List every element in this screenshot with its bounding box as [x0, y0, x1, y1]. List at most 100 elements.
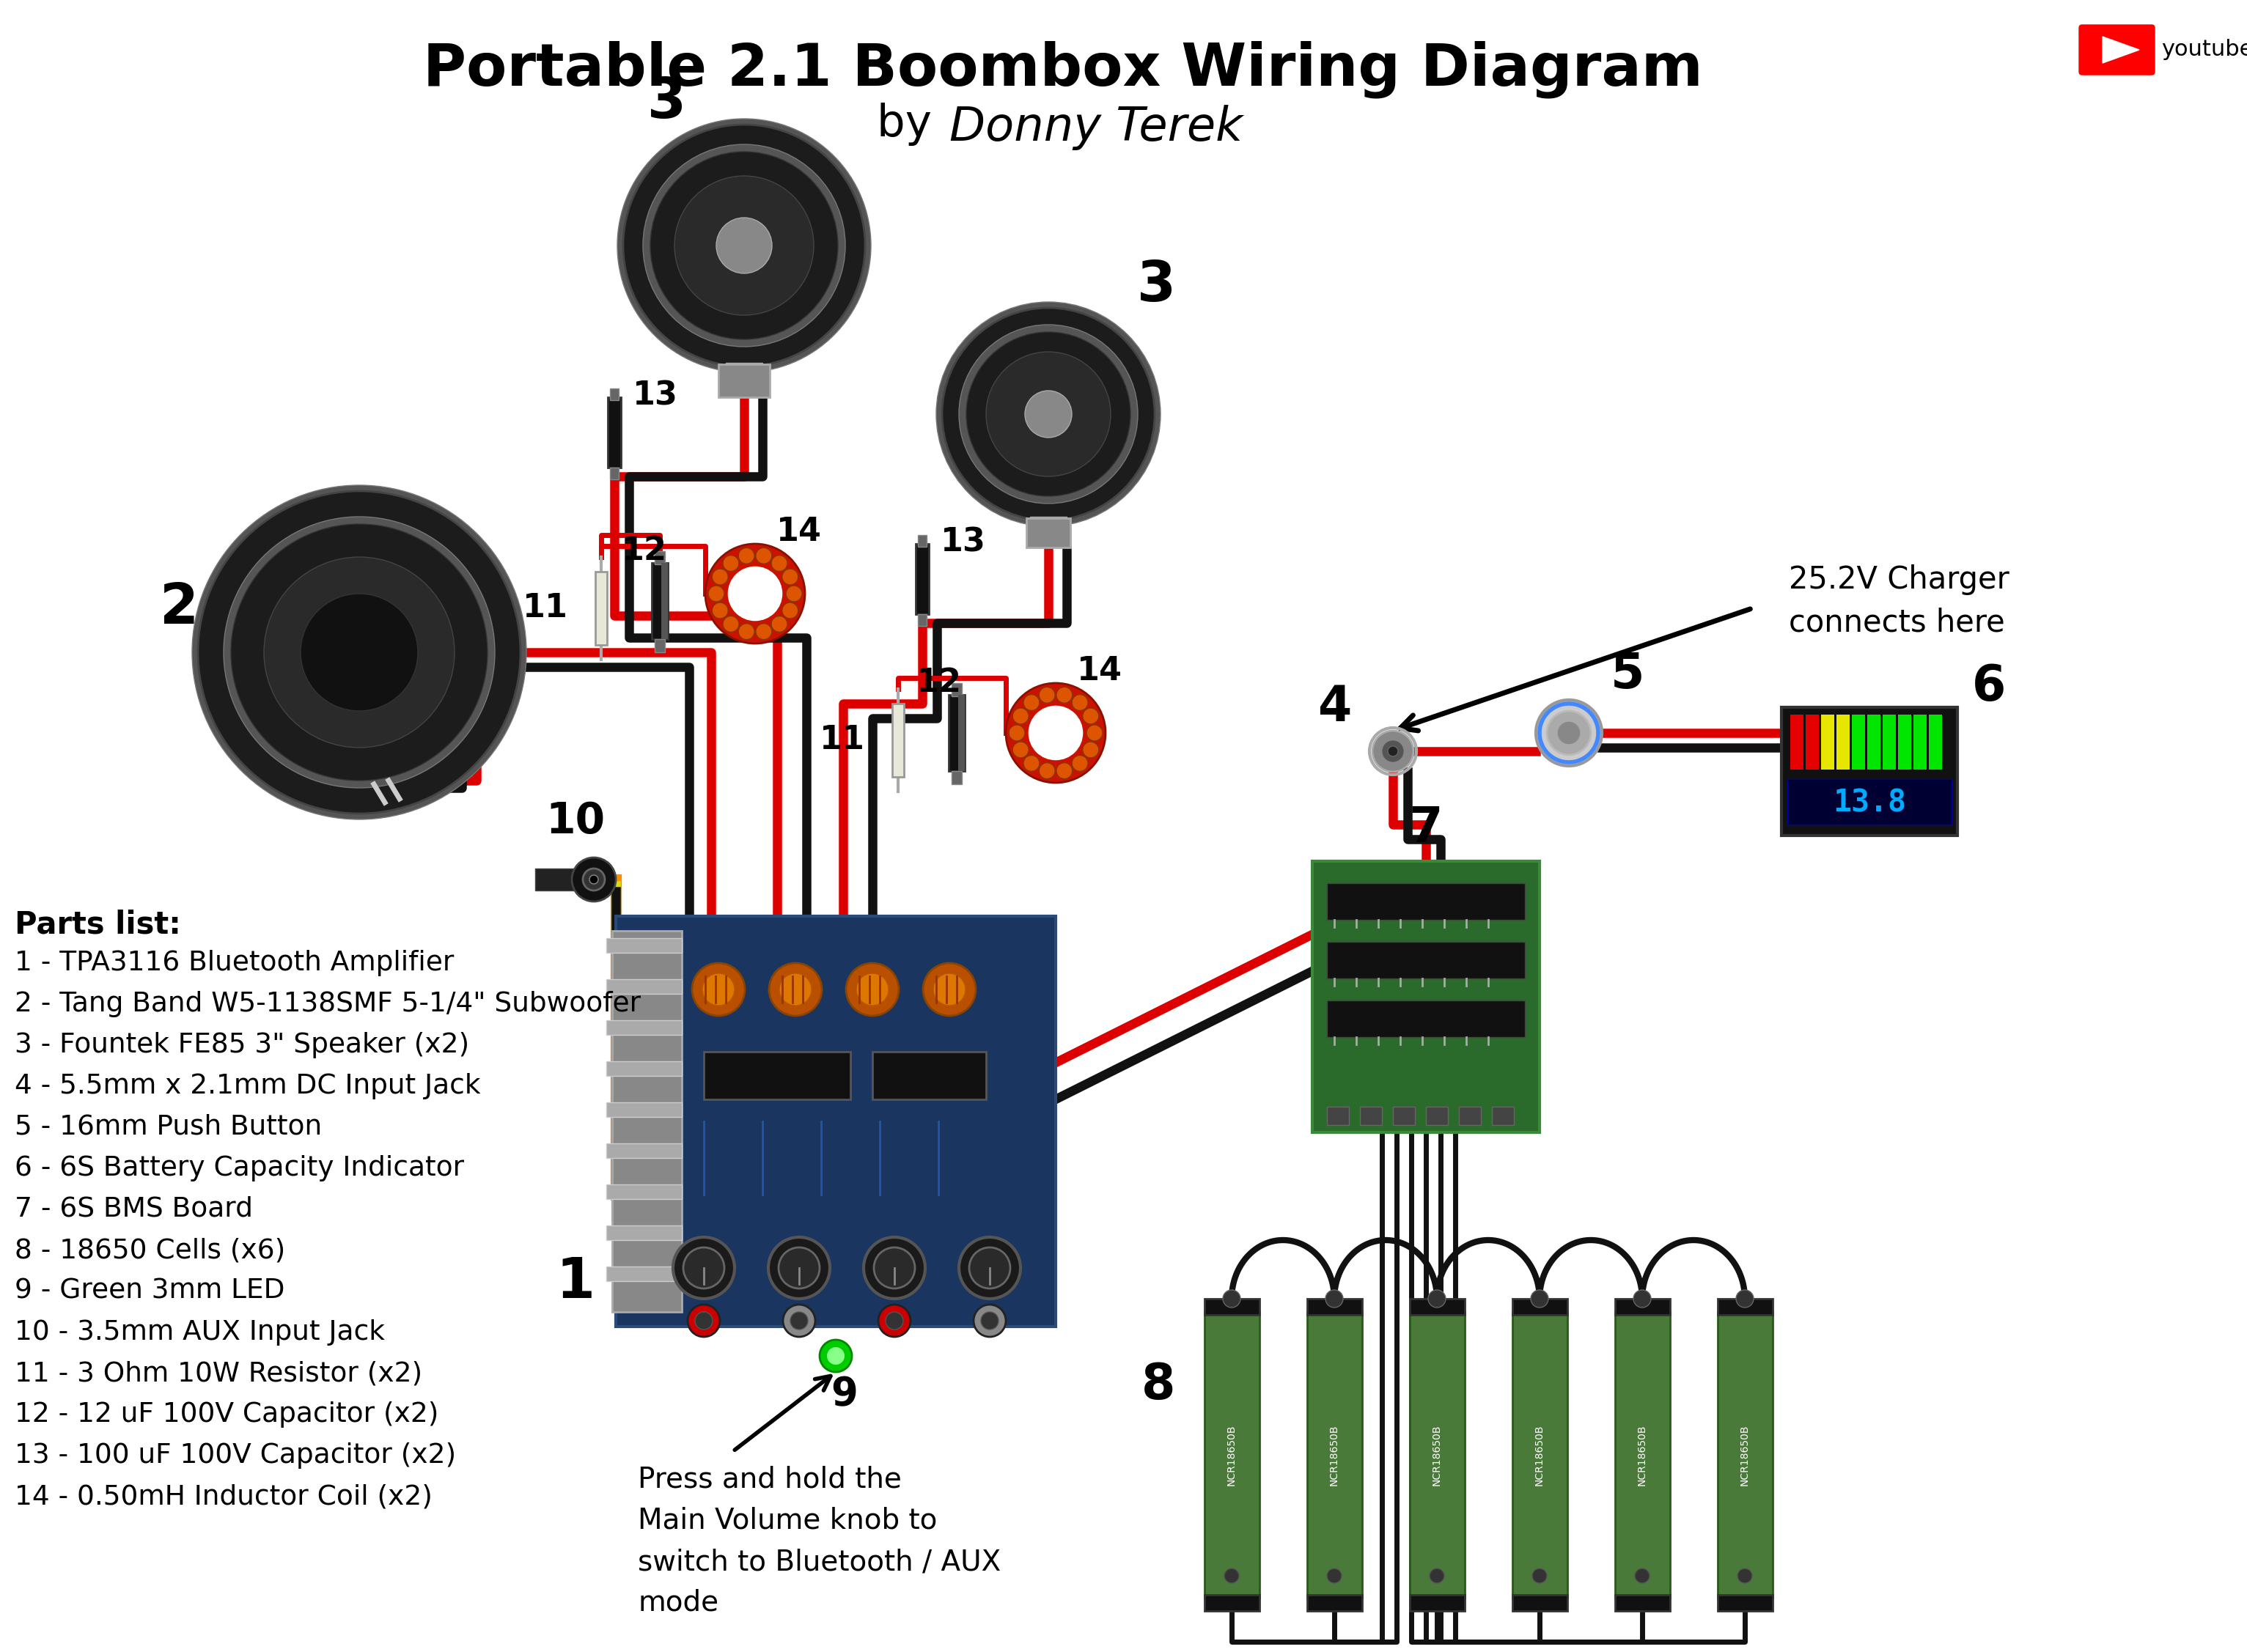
- Bar: [1928, 715, 1941, 770]
- Bar: [1782, 707, 1957, 836]
- Bar: [1899, 715, 1912, 770]
- Bar: [607, 1143, 681, 1158]
- Circle shape: [1072, 755, 1088, 771]
- Bar: [1029, 517, 1067, 539]
- Circle shape: [879, 1305, 910, 1336]
- Text: 1 - TPA3116 Bluetooth Amplifier: 1 - TPA3116 Bluetooth Amplifier: [16, 950, 454, 976]
- Circle shape: [933, 973, 966, 1006]
- Bar: [1616, 1594, 1670, 1611]
- Bar: [595, 572, 607, 644]
- Text: Press and hold the
Main Volume knob to
switch to Bluetooth / AUX
mode: Press and hold the Main Volume knob to s…: [638, 1465, 1000, 1617]
- Text: 14 - 0.50mH Inductor Coil (x2): 14 - 0.50mH Inductor Coil (x2): [16, 1483, 431, 1510]
- Circle shape: [622, 124, 865, 367]
- Circle shape: [712, 568, 728, 585]
- Circle shape: [1532, 1568, 1546, 1583]
- Bar: [1616, 1298, 1670, 1315]
- Text: 2: 2: [160, 582, 200, 636]
- Circle shape: [589, 876, 598, 884]
- Circle shape: [263, 557, 454, 748]
- Circle shape: [1634, 1290, 1652, 1307]
- Text: 13: 13: [941, 527, 986, 558]
- Bar: [1204, 1594, 1261, 1611]
- Circle shape: [1038, 763, 1056, 778]
- Text: youtube.com/donnyterek: youtube.com/donnyterek: [2162, 40, 2247, 61]
- Text: 13.8: 13.8: [1834, 786, 1905, 818]
- Bar: [654, 552, 665, 565]
- Text: Donny Terek: Donny Terek: [950, 104, 1243, 150]
- Bar: [1717, 1594, 1773, 1611]
- Bar: [892, 704, 903, 776]
- Bar: [1492, 1107, 1514, 1125]
- Circle shape: [1222, 1290, 1240, 1307]
- Text: 9 - Green 3mm LED: 9 - Green 3mm LED: [16, 1279, 285, 1305]
- Bar: [1836, 715, 1849, 770]
- Circle shape: [1382, 740, 1404, 763]
- Circle shape: [674, 175, 813, 316]
- Bar: [1852, 715, 1865, 770]
- Circle shape: [1225, 1568, 1238, 1583]
- Bar: [1512, 1312, 1568, 1597]
- Circle shape: [856, 973, 888, 1006]
- Circle shape: [571, 857, 616, 902]
- Bar: [1914, 715, 1926, 770]
- Bar: [950, 682, 962, 695]
- Text: 5: 5: [1611, 651, 1645, 699]
- Bar: [726, 363, 762, 385]
- Circle shape: [827, 1346, 845, 1365]
- Circle shape: [771, 555, 786, 572]
- Bar: [1512, 1298, 1568, 1315]
- Circle shape: [874, 1247, 915, 1289]
- Bar: [661, 563, 667, 639]
- Circle shape: [1737, 1568, 1753, 1583]
- Circle shape: [777, 1247, 820, 1289]
- Bar: [1027, 519, 1070, 547]
- Circle shape: [618, 119, 872, 372]
- Circle shape: [708, 585, 724, 601]
- Circle shape: [1013, 742, 1029, 758]
- Circle shape: [1056, 763, 1072, 778]
- Bar: [1791, 715, 1804, 770]
- Text: 3 - Fountek FE85 3" Speaker (x2): 3 - Fountek FE85 3" Speaker (x2): [16, 1032, 470, 1059]
- Text: 3: 3: [647, 76, 688, 131]
- Bar: [609, 468, 618, 479]
- Bar: [1409, 1312, 1465, 1597]
- Circle shape: [1022, 755, 1040, 771]
- Circle shape: [786, 585, 802, 601]
- Bar: [1717, 1312, 1773, 1597]
- Circle shape: [724, 555, 739, 572]
- Circle shape: [1530, 1290, 1548, 1307]
- Circle shape: [694, 1312, 712, 1330]
- Circle shape: [688, 1305, 719, 1336]
- Text: 2 - Tang Band W5-1138SMF 5-1/4" Subwoofer: 2 - Tang Band W5-1138SMF 5-1/4" Subwoofe…: [16, 991, 640, 1018]
- Circle shape: [1009, 725, 1025, 742]
- Bar: [950, 771, 962, 785]
- Circle shape: [643, 144, 845, 347]
- Circle shape: [706, 544, 804, 644]
- Bar: [917, 544, 928, 615]
- Circle shape: [1013, 709, 1029, 724]
- Polygon shape: [2103, 36, 2139, 63]
- Circle shape: [791, 1312, 809, 1330]
- Circle shape: [755, 548, 771, 563]
- Circle shape: [1025, 390, 1072, 438]
- Circle shape: [1737, 1290, 1753, 1307]
- Bar: [654, 639, 665, 653]
- Bar: [872, 1052, 986, 1099]
- Bar: [1312, 861, 1539, 1132]
- Text: 11: 11: [820, 725, 865, 757]
- Text: 13: 13: [634, 380, 679, 411]
- Text: 4 - 5.5mm x 2.1mm DC Input Jack: 4 - 5.5mm x 2.1mm DC Input Jack: [16, 1074, 481, 1099]
- Bar: [1393, 1107, 1416, 1125]
- Circle shape: [1056, 687, 1072, 704]
- Text: NCR18650B: NCR18650B: [1431, 1424, 1443, 1485]
- Text: 11 - 3 Ohm 10W Resistor (x2): 11 - 3 Ohm 10W Resistor (x2): [16, 1360, 422, 1386]
- Circle shape: [225, 517, 494, 788]
- Bar: [607, 1021, 681, 1034]
- Circle shape: [692, 963, 744, 1016]
- Circle shape: [924, 963, 975, 1016]
- Circle shape: [986, 352, 1110, 476]
- Bar: [609, 388, 618, 400]
- Bar: [957, 695, 964, 771]
- Bar: [1359, 1107, 1382, 1125]
- Circle shape: [1389, 747, 1398, 757]
